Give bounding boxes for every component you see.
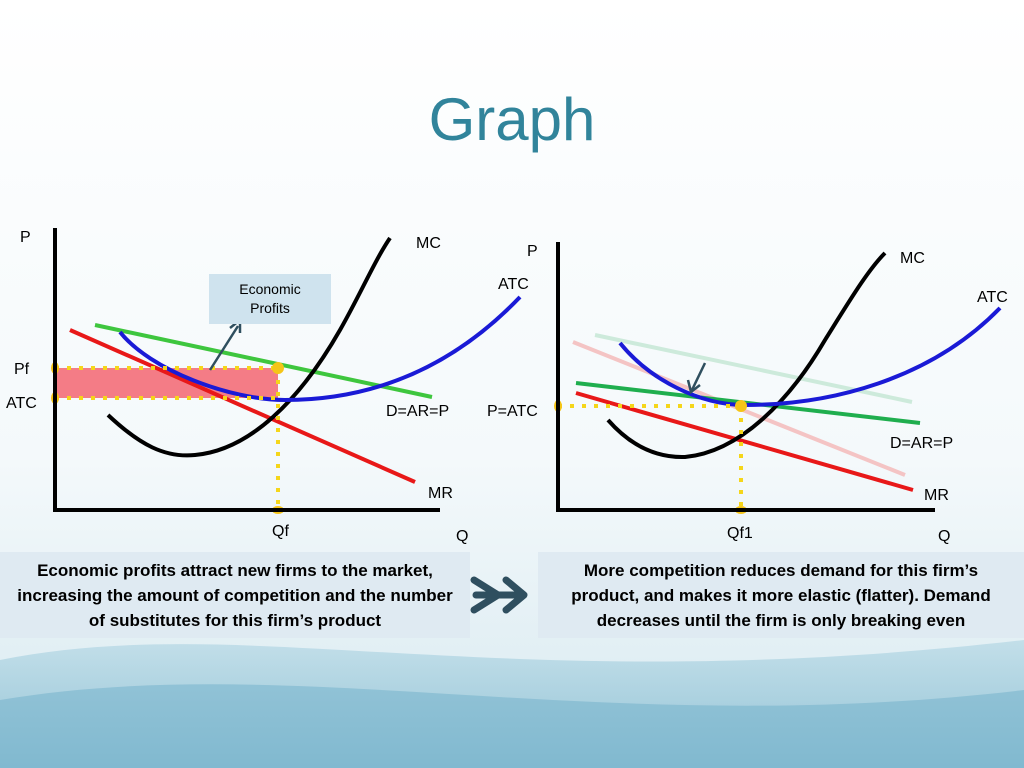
axis-label: Q xyxy=(456,528,468,545)
title: Graph xyxy=(429,86,596,153)
shift-arrow xyxy=(690,362,707,391)
point xyxy=(272,362,284,374)
price-label: Pf xyxy=(14,361,30,378)
shift-arrow-head xyxy=(686,379,701,395)
curve-label: D=AR=P xyxy=(386,403,449,420)
caption: More competition reduces demand for this… xyxy=(538,552,1024,638)
curve-label: MC xyxy=(900,250,925,267)
curve-label: ATC xyxy=(977,289,1008,306)
quantity-label: Qf xyxy=(272,523,289,540)
left-graph: P Q MC ATC Pf ATC D=AR=P MR Qf xyxy=(6,228,529,545)
curve-label: MC xyxy=(416,235,441,252)
next-arrow-head xyxy=(502,576,528,614)
axis-label: P xyxy=(20,229,31,246)
axis-label: Q xyxy=(938,528,950,545)
price-label: P=ATC xyxy=(487,403,538,420)
curve-label: ATC xyxy=(498,276,529,293)
callout: Economic Profits xyxy=(209,274,331,324)
curve-label: MR xyxy=(428,485,453,502)
mc-curve xyxy=(606,251,887,460)
curve-label: D=AR=P xyxy=(890,435,953,452)
quantity-label: Qf1 xyxy=(727,525,753,542)
point xyxy=(735,400,747,412)
mr-curve xyxy=(69,328,416,484)
atc-curve xyxy=(618,306,1002,408)
cost-label: ATC xyxy=(6,395,37,412)
curve-label: MR xyxy=(924,487,949,504)
caption: Economic profits attract new firms to th… xyxy=(0,552,470,638)
axes xyxy=(53,228,440,512)
axis-label: P xyxy=(527,243,538,260)
callout-arrow xyxy=(208,325,240,371)
axes xyxy=(556,242,935,512)
mr-curve xyxy=(575,391,914,492)
right-graph: P Q MC ATC P=ATC D=AR=P MR Qf1 xyxy=(487,242,1008,545)
mc-curve xyxy=(106,236,392,458)
wave xyxy=(0,684,1024,768)
demand-curve xyxy=(94,323,433,399)
